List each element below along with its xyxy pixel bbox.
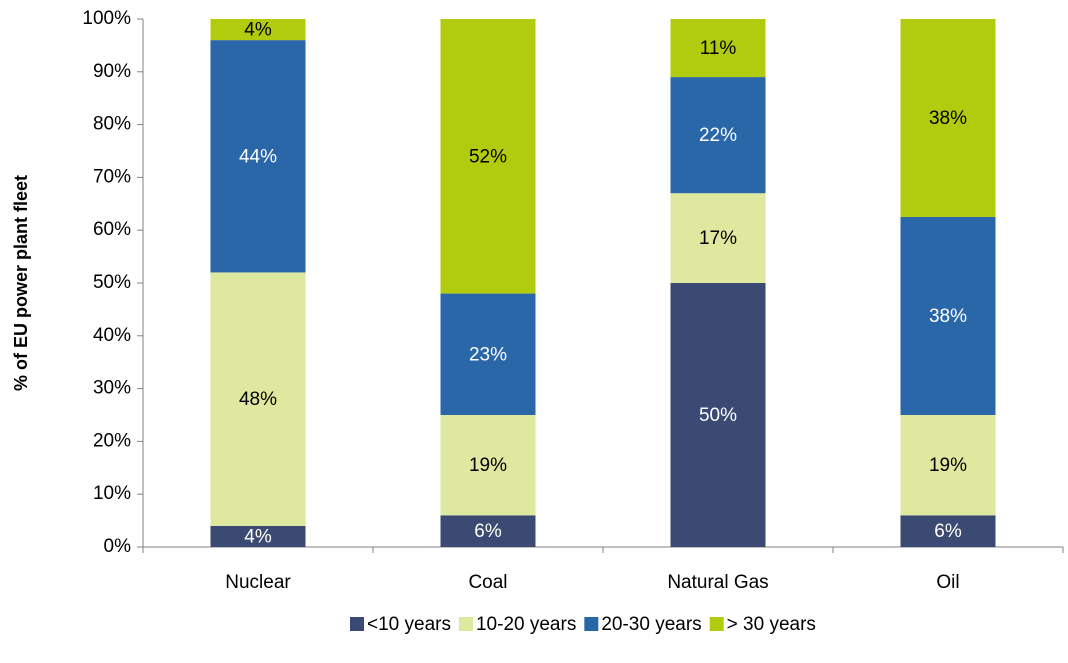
- x-tick-label: Oil: [936, 572, 959, 593]
- bar-segment: [210, 272, 306, 526]
- y-tick-label: 50%: [93, 272, 131, 293]
- legend-label: 10-20 years: [476, 614, 576, 635]
- value-label: 44%: [239, 146, 277, 167]
- bar-segment: [900, 217, 996, 415]
- bar-segment: [210, 19, 306, 41]
- y-tick-label: 30%: [93, 378, 131, 399]
- bar-segment: [670, 19, 766, 78]
- legend-label: 20-30 years: [601, 614, 701, 635]
- y-tick-label: 10%: [93, 483, 131, 504]
- bar-segment: [900, 19, 996, 217]
- value-label: 23%: [469, 344, 507, 365]
- bar-segment: [670, 193, 766, 283]
- bar-segment: [900, 415, 996, 516]
- bar-segment: [440, 19, 536, 294]
- value-label: 19%: [929, 455, 967, 476]
- legend-swatch: [709, 617, 724, 631]
- bar-segment: [210, 525, 306, 547]
- y-tick-label: 20%: [93, 430, 131, 451]
- value-label: 52%: [469, 146, 507, 167]
- y-tick-label: 60%: [93, 219, 131, 240]
- legend-label: <10 years: [367, 614, 451, 635]
- value-label: 4%: [244, 20, 272, 41]
- value-label: 17%: [699, 228, 737, 249]
- value-label: 50%: [699, 405, 737, 426]
- y-tick-label: 90%: [93, 61, 131, 82]
- value-label: 4%: [244, 526, 272, 547]
- value-label: 22%: [699, 125, 737, 146]
- bar-segment: [670, 77, 766, 194]
- y-tick-label: 40%: [93, 325, 131, 346]
- y-tick-label: 0%: [104, 536, 132, 557]
- value-label: 11%: [700, 38, 737, 59]
- x-tick-label: Nuclear: [225, 572, 291, 593]
- y-tick-label: 100%: [82, 8, 131, 29]
- legend-swatch: [350, 617, 364, 631]
- value-label: 48%: [239, 389, 277, 410]
- bar-segment: [210, 40, 306, 273]
- value-label: 6%: [934, 521, 962, 542]
- x-tick-label: Natural Gas: [667, 572, 768, 593]
- legend-swatch: [584, 617, 599, 631]
- bar-segment: [900, 515, 996, 547]
- value-label: 38%: [929, 306, 967, 327]
- legend-label: > 30 years: [727, 614, 816, 635]
- bar-segment: [670, 283, 766, 547]
- y-tick-label: 80%: [93, 114, 131, 135]
- y-tick-label: 70%: [93, 166, 131, 187]
- x-tick-label: Coal: [468, 572, 507, 593]
- value-label: 38%: [929, 108, 967, 129]
- value-label: 6%: [474, 521, 502, 542]
- y-axis-label: % of EU power plant fleet: [11, 175, 31, 391]
- bar-segment: [440, 293, 536, 415]
- legend-swatch: [458, 617, 473, 631]
- bar-segment: [440, 515, 536, 547]
- bar-segment: [440, 415, 536, 516]
- value-label: 19%: [469, 455, 507, 476]
